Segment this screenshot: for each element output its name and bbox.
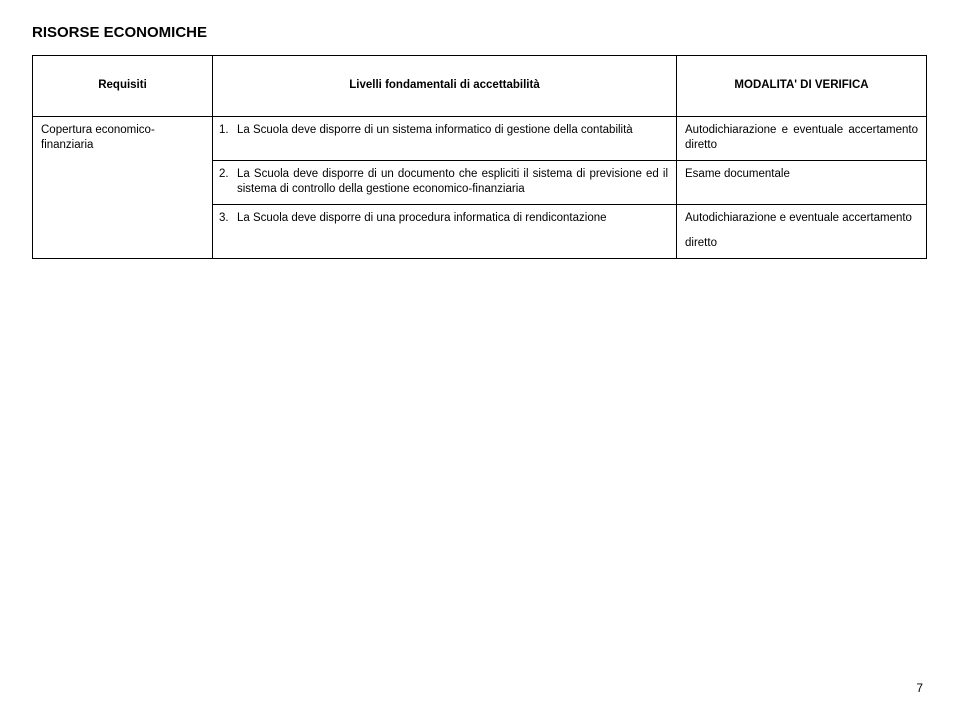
section-heading: RISORSE ECONOMICHE [32,24,927,41]
item-text: La Scuola deve disporre di un sistema in… [237,123,668,139]
item-number: 1. [219,123,237,139]
item-number: 3. [219,211,237,227]
verifica-cell: Esame documentale [677,160,927,204]
col-header-requisiti: Requisiti [33,56,213,117]
page-number: 7 [916,681,923,695]
col-header-modalita: MODALITA' DI VERIFICA [677,56,927,117]
item-text: La Scuola deve disporre di un documento … [237,167,668,198]
item-text: La Scuola deve disporre di una procedura… [237,211,668,227]
verifica-line: diretto [685,236,918,252]
verifica-cell: Autodichiarazione e eventuale accertamen… [677,116,927,160]
table-row: Copertura economico-finanziaria 1. La Sc… [33,116,927,160]
col-header-livelli: Livelli fondamentali di accettabilità [213,56,677,117]
verifica-line: Autodichiarazione e eventuale accertamen… [685,211,918,227]
requisito-label: Copertura economico-finanziaria [33,116,213,258]
item-number: 2. [219,167,237,183]
livello-cell: 1. La Scuola deve disporre di un sistema… [213,116,677,160]
livello-cell: 2. La Scuola deve disporre di un documen… [213,160,677,204]
requirements-table: Requisiti Livelli fondamentali di accett… [32,55,927,259]
verifica-cell: Autodichiarazione e eventuale accertamen… [677,204,927,258]
livello-cell: 3. La Scuola deve disporre di una proced… [213,204,677,258]
